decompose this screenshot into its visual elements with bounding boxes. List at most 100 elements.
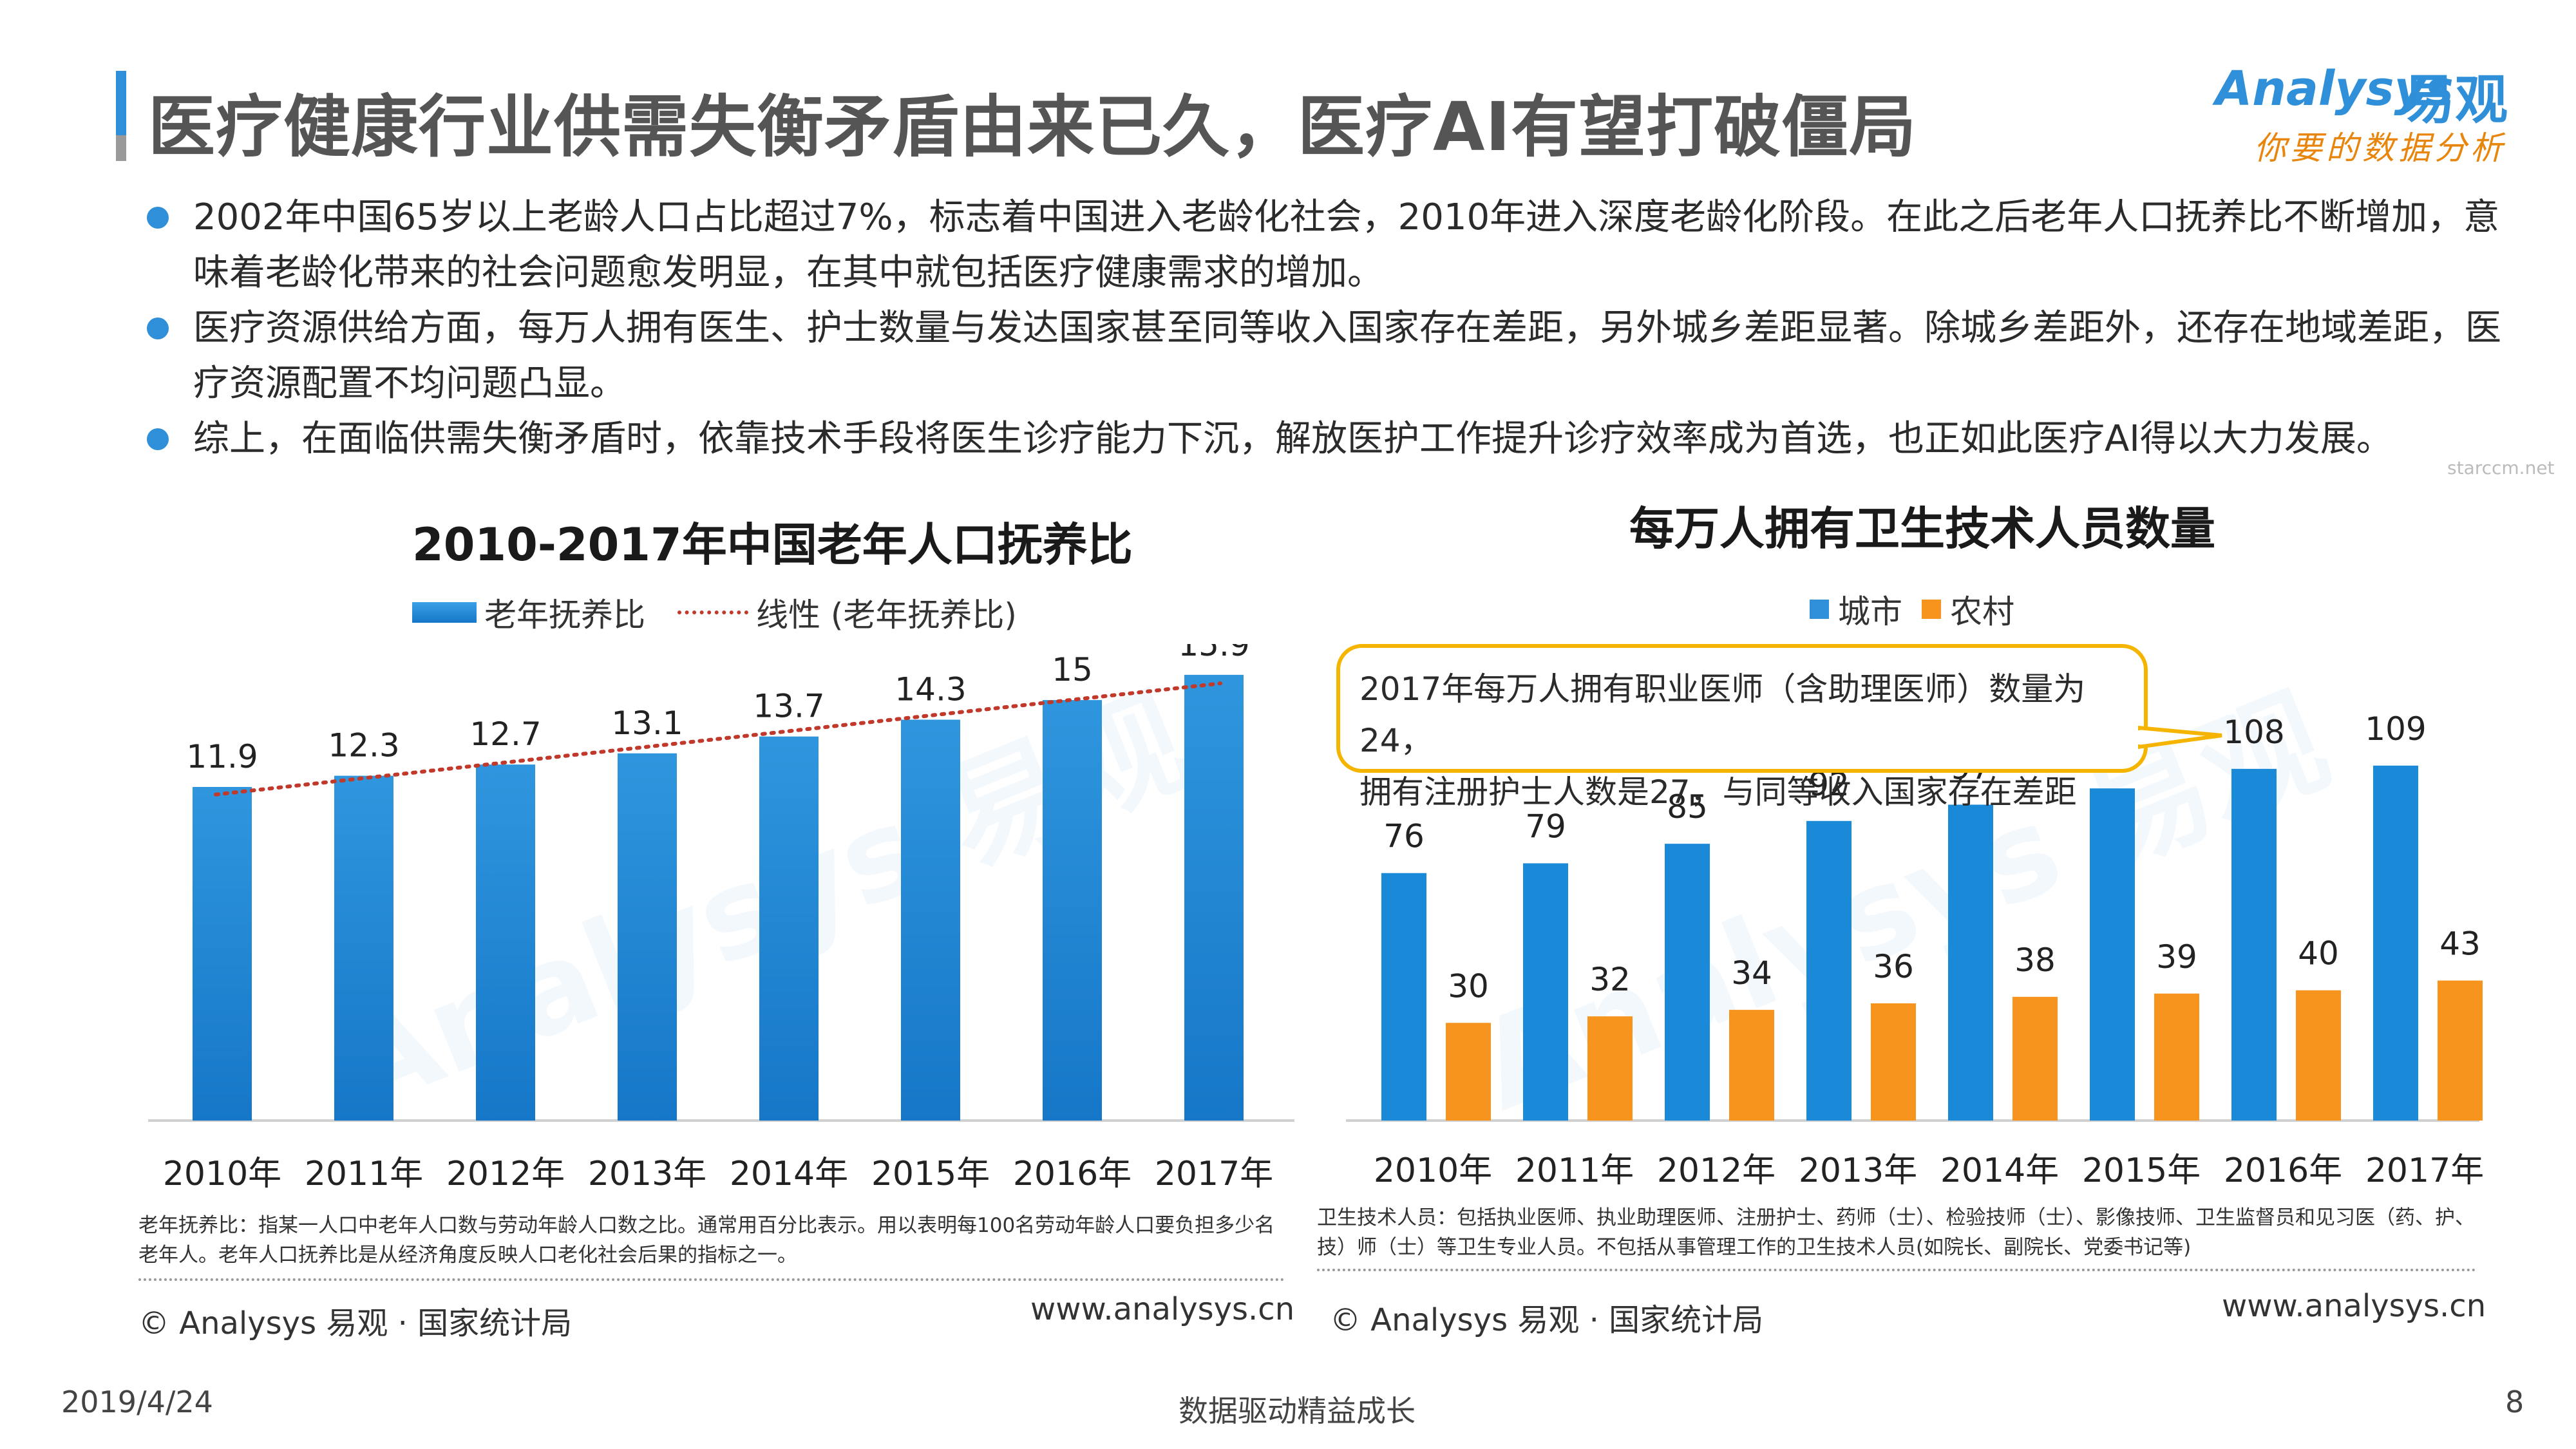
- bar-rural: [1729, 1010, 1774, 1121]
- x-tick-label: 2015年: [871, 1155, 990, 1193]
- callout-box: 2017年每万人拥有职业医师（含助理医师）数量为24， 拥有注册护士人数是27，…: [1336, 644, 2148, 811]
- x-tick-label: 2016年: [1013, 1155, 1132, 1193]
- page-number: 8: [2505, 1385, 2524, 1419]
- callout-pointer: [2138, 725, 2222, 750]
- legend-label: 线性 (老年抚养比): [756, 596, 1017, 634]
- bar-city: [1381, 873, 1426, 1121]
- bullet-item: 2002年中国65岁以上老龄人口占比超过7%，标志着中国进入老龄化社会，2010…: [142, 190, 2524, 301]
- footer-slogan: 数据驱动精益成长: [1179, 1394, 1416, 1428]
- data-label: 40: [2298, 935, 2339, 972]
- data-label: 36: [1873, 948, 1914, 985]
- legend-label: 农村: [1950, 593, 2014, 630]
- x-tick-label: 2012年: [446, 1155, 565, 1193]
- bullet-dot-icon: [147, 207, 169, 229]
- data-label: 38: [2014, 942, 2056, 979]
- x-tick-label: 2015年: [2082, 1151, 2201, 1190]
- chart-right: 76302010年79322011年85342012年92362013年9738…: [1346, 710, 2484, 1190]
- bullet-item: 医疗资源供给方面，每万人拥有医生、护士数量与发达国家甚至同等收入国家存在差距，另…: [142, 301, 2524, 412]
- note-left: 老年抚养比：指某一人口中老年人口数与劳动年龄人口数之比。通常用百分比表示。用以表…: [138, 1214, 1275, 1267]
- data-label: 12.7: [469, 715, 541, 753]
- source-right: © Analysys 易观 · 国家统计局: [1330, 1302, 1764, 1338]
- x-tick-label: 2013年: [588, 1155, 706, 1193]
- data-label: 12.3: [328, 727, 399, 764]
- bar: [1184, 674, 1244, 1121]
- note-right: 卫生技术人员：包括执业医师、执业助理医师、注册护士、药师（士）、检验技师（士）、…: [1317, 1206, 2475, 1259]
- x-tick-label: 2011年: [305, 1155, 423, 1193]
- bullet-list: 2002年中国65岁以上老龄人口占比超过7%，标志着中国进入老龄化社会，2010…: [142, 190, 2524, 467]
- bar: [618, 753, 677, 1121]
- data-label: 32: [1589, 961, 1631, 998]
- logo-tagline: 你要的数据分析: [2254, 129, 2506, 167]
- chart-title-right: 每万人拥有卫生技术人员数量: [1629, 502, 2215, 555]
- x-tick-label: 2010年: [1374, 1151, 1492, 1190]
- logo: Analysys: [2215, 61, 2454, 117]
- data-label: 109: [2365, 710, 2426, 748]
- x-tick-label: 2014年: [730, 1155, 848, 1193]
- legend-label: 城市: [1838, 593, 1902, 630]
- bar-rural: [1871, 1003, 1916, 1121]
- data-label: 30: [1448, 967, 1489, 1005]
- legend-swatch-bar: [412, 602, 477, 623]
- bullet-dot-icon: [147, 428, 169, 450]
- bar-rural: [2154, 993, 2199, 1121]
- chart-title-left: 2010-2017年中国老年人口抚养比: [412, 518, 1133, 571]
- x-tick-label: 2017年: [1155, 1155, 1273, 1193]
- callout-line: 拥有注册护士人数是27，与同等收入国家存在差距: [1359, 773, 2077, 811]
- x-tick-label: 2011年: [1515, 1151, 1634, 1190]
- bar-city: [2373, 765, 2418, 1121]
- data-label: 13.7: [753, 688, 824, 725]
- data-label: 13.1: [611, 705, 683, 742]
- legend-swatch-trendline: [677, 611, 748, 614]
- bar-city: [1665, 844, 1710, 1121]
- bar: [193, 787, 252, 1121]
- bar-city: [2231, 768, 2277, 1121]
- url-left: www.analysys.cn: [1030, 1291, 1295, 1327]
- bar: [759, 736, 819, 1121]
- legend-right: 城市 农村: [1810, 586, 2014, 632]
- data-label: 108: [2223, 714, 2284, 751]
- divider: [1317, 1269, 2476, 1271]
- bar: [901, 719, 960, 1121]
- source-left: © Analysys 易观 · 国家统计局: [138, 1305, 573, 1341]
- callout-line: 2017年每万人拥有职业医师（含助理医师）数量为24，: [1359, 670, 2086, 759]
- legend-left: 老年抚养比 线性 (老年抚养比): [412, 589, 1017, 636]
- bullet-item: 综上，在面临供需失衡矛盾时，依靠技术手段将医生诊疗能力下沉，解放医护工作提升诊疗…: [142, 412, 2524, 467]
- data-label: 15.9: [1178, 644, 1249, 663]
- x-tick-label: 2012年: [1657, 1151, 1776, 1190]
- data-label: 76: [1383, 818, 1425, 855]
- bar-city: [1948, 804, 1993, 1121]
- data-label: 39: [2156, 938, 2197, 976]
- bar-city: [2090, 788, 2135, 1121]
- bar-rural: [2296, 990, 2341, 1121]
- url-right: www.analysys.cn: [2222, 1288, 2486, 1324]
- trend-line: [214, 681, 1222, 797]
- divider: [138, 1278, 1285, 1281]
- bar-city: [1806, 820, 1852, 1121]
- legend-swatch-city: [1810, 600, 1829, 619]
- data-label: 34: [1731, 954, 1772, 992]
- x-tick-label: 2014年: [1940, 1151, 2059, 1190]
- x-tick-label: 2010年: [163, 1155, 281, 1193]
- logo-cn: 易观: [2402, 70, 2508, 131]
- bar-rural: [2012, 996, 2058, 1121]
- bar-rural: [1446, 1023, 1491, 1121]
- bar-rural: [1587, 1016, 1633, 1121]
- footer-date: 2019/4/24: [61, 1385, 213, 1419]
- data-label: 79: [1525, 808, 1566, 846]
- legend-label: 老年抚养比: [484, 596, 645, 634]
- bar-rural: [2438, 980, 2483, 1121]
- bar-city: [1523, 863, 1568, 1121]
- data-label: 15: [1052, 651, 1093, 688]
- x-tick-label: 2016年: [2224, 1151, 2342, 1190]
- chart-left: 11.9 2010年 12.3 2011年 12.7 2012年 13.1 2013年 13.7…: [148, 644, 1294, 1193]
- data-label: 85: [1667, 788, 1708, 826]
- bullet-dot-icon: [147, 317, 169, 339]
- x-tick-label: 2017年: [2365, 1151, 2484, 1190]
- bar: [476, 764, 535, 1121]
- data-label: 14.3: [895, 671, 966, 708]
- bar: [1043, 700, 1102, 1121]
- data-label: 11.9: [186, 738, 258, 775]
- x-tick-label: 2013年: [1799, 1151, 1917, 1190]
- page-title: 医疗健康行业供需失衡矛盾由来已久，医疗AI有望打破僵局: [148, 88, 1917, 166]
- data-label: 43: [2439, 925, 2481, 963]
